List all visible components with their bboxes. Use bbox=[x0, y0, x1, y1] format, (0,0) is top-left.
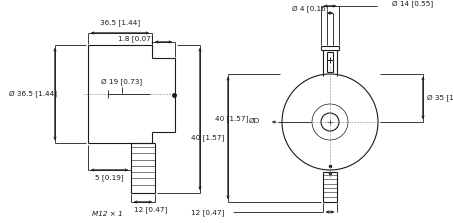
Text: M12 × 1: M12 × 1 bbox=[92, 211, 123, 217]
Text: 12 [0.47]: 12 [0.47] bbox=[135, 207, 168, 213]
Text: 5 [0.19]: 5 [0.19] bbox=[95, 175, 124, 181]
Text: 40 [1.57]: 40 [1.57] bbox=[215, 116, 248, 122]
Text: ØD: ØD bbox=[249, 118, 260, 124]
Text: 12 [0.47]: 12 [0.47] bbox=[191, 210, 224, 216]
Text: Ø 4 [0.16]: Ø 4 [0.16] bbox=[292, 6, 328, 12]
Text: 36.5 [1.44]: 36.5 [1.44] bbox=[100, 20, 140, 26]
Text: 40 [1.57]: 40 [1.57] bbox=[191, 135, 224, 141]
Text: 1.8 [0.07]: 1.8 [0.07] bbox=[118, 36, 154, 42]
Text: Ø 14 [0.55]: Ø 14 [0.55] bbox=[392, 0, 433, 7]
Text: Ø 35 [1.38]: Ø 35 [1.38] bbox=[427, 95, 453, 101]
Text: Ø 36.5 [1.44]: Ø 36.5 [1.44] bbox=[9, 91, 57, 97]
Text: Ø 19 [0.73]: Ø 19 [0.73] bbox=[101, 78, 143, 85]
